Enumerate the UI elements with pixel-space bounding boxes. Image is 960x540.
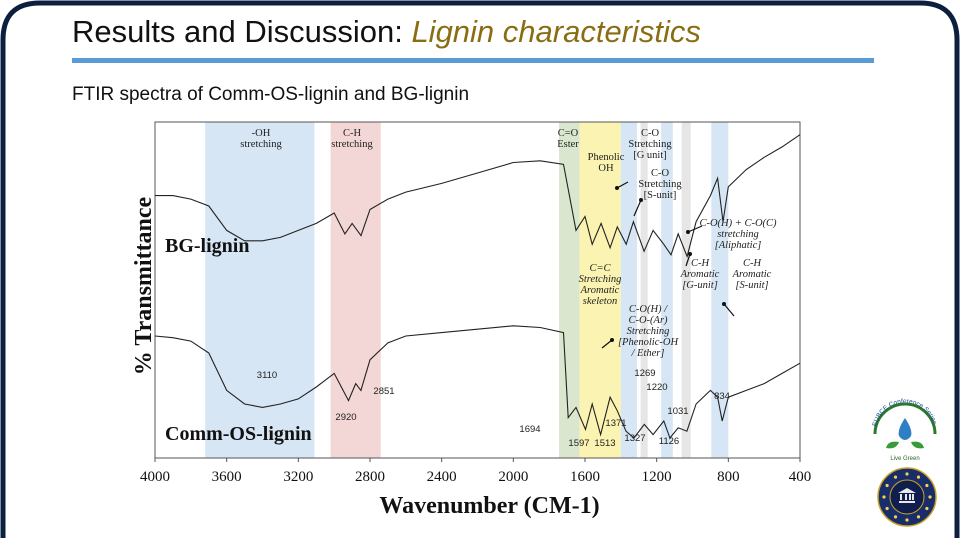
annotation-0: C=C Stretching Aromatic skeleton xyxy=(579,263,622,307)
seal-star-11 xyxy=(925,483,929,488)
plot-frame xyxy=(154,121,801,459)
x-tick-label: 800 xyxy=(717,469,740,485)
title-highlight: Lignin characteristics xyxy=(411,14,701,49)
band-label-2: C=O Ester xyxy=(557,128,579,150)
slide-title: Results and Discussion: Lignin character… xyxy=(72,14,701,50)
band-6 xyxy=(661,122,673,458)
seal-star-4 xyxy=(893,515,898,519)
arrow-head-5 xyxy=(610,338,614,342)
arrow-head-3 xyxy=(688,252,692,256)
x-tick-label: 2400 xyxy=(427,469,457,485)
peak-label-1327: 1327 xyxy=(624,433,645,444)
seal-star-9 xyxy=(905,472,909,476)
x-axis-label: Wavenumber (CM-1) xyxy=(379,493,599,519)
peak-label-1269: 1269 xyxy=(634,368,655,379)
x-tick-label: 4000 xyxy=(140,469,170,485)
peak-label-1694: 1694 xyxy=(519,424,540,435)
conference-logo-caption: Live Green xyxy=(890,456,919,462)
arrow-head-1 xyxy=(639,198,643,202)
seal-star-10 xyxy=(916,475,921,479)
building-icon xyxy=(898,488,916,503)
leaf-left-icon xyxy=(886,441,899,449)
band-label-0: -OH stretching xyxy=(240,128,282,150)
arrow-head-4 xyxy=(722,302,726,306)
conference-logo: EUBCE Conference Series Live Green xyxy=(872,398,939,462)
annotation-arrow-4 xyxy=(723,303,735,317)
conference-logo-arc xyxy=(873,402,937,435)
y-axis-label: % Transmittance xyxy=(131,196,157,375)
peak-label-2920: 2920 xyxy=(335,412,356,423)
annotation-arrow-0 xyxy=(616,181,629,189)
eu-seal-logo xyxy=(877,467,937,527)
band-label-5: C-O Stretching [S-unit] xyxy=(638,168,682,201)
arrow-head-2 xyxy=(686,230,690,234)
seal-star-2 xyxy=(916,515,921,519)
title-main: Results and Discussion: xyxy=(72,14,412,49)
band-5 xyxy=(640,122,648,458)
x-tick-label: 1200 xyxy=(642,469,672,485)
seal-star-8 xyxy=(893,475,898,479)
band-4 xyxy=(620,122,637,458)
band-label-1: C-H stretching xyxy=(331,128,373,150)
x-tick-label: 1600 xyxy=(570,469,600,485)
band-1 xyxy=(330,122,381,458)
slide-subtitle: FTIR spectra of Comm-OS-lignin and BG-li… xyxy=(72,84,470,105)
annotation-2: C-H Aromatic [G-unit] xyxy=(680,258,720,291)
seal-star-6 xyxy=(882,495,886,499)
band-layer xyxy=(205,122,729,458)
peak-label-1031: 1031 xyxy=(667,406,688,417)
annotation-3: C-H Aromatic [S-unit] xyxy=(732,258,772,291)
axes-layer: 4000 3600 3200 2800 2400 2000 1600 1200 800 400 Wa… xyxy=(131,121,812,519)
annotation-4: C-O(H) / C-O-(Ar) Stretching [Phenolic-OH / … xyxy=(618,304,679,359)
peak-label-1513: 1513 xyxy=(594,438,615,449)
band-8 xyxy=(711,122,729,458)
seal-star-7 xyxy=(885,483,889,488)
seal-star-1 xyxy=(925,506,929,511)
spectra-layer xyxy=(154,134,801,440)
peak-label-1220: 1220 xyxy=(646,382,667,393)
peak-label-1597: 1597 xyxy=(568,438,589,449)
band-0 xyxy=(205,122,315,458)
annotation-arrow-5 xyxy=(601,339,613,349)
title-underline xyxy=(72,58,874,63)
peak-label-1126: 1126 xyxy=(659,436,679,447)
annotation-1: C-O(H) + C-O(C) stretching [Aliphatic] xyxy=(699,218,777,251)
x-tick-label: 400 xyxy=(789,469,812,485)
leaf-right-icon xyxy=(911,441,924,449)
band-2 xyxy=(559,122,580,458)
band-label-4: C-O Stretching [G unit] xyxy=(628,128,672,161)
series-label-comm-os-lignin: Comm-OS-lignin xyxy=(165,423,312,445)
water-drop-icon xyxy=(898,418,912,440)
band-7 xyxy=(681,122,691,458)
x-tick-label: 3600 xyxy=(212,469,242,485)
x-tick-label: 2800 xyxy=(355,469,385,485)
x-tick-label: 3200 xyxy=(283,469,313,485)
peak-label-2851: 2851 xyxy=(373,386,394,397)
x-tick-label: 2000 xyxy=(498,469,528,485)
seal-star-5 xyxy=(885,506,889,511)
seal-stars xyxy=(882,472,932,522)
peak-label-1371: 1371 xyxy=(605,418,626,429)
annotation-arrow-2 xyxy=(687,225,703,233)
seal-star-3 xyxy=(905,518,909,522)
annotation-arrow-3 xyxy=(685,253,691,267)
series-label-bg-lignin: BG-lignin xyxy=(165,235,249,257)
peak-label-3110: 3110 xyxy=(257,370,277,381)
band-label-3: Phenolic OH xyxy=(588,152,625,174)
labels-layer: BG-lignin Comm-OS-lignin -OH stretching C-H s… xyxy=(165,128,777,449)
annotation-arrow-1 xyxy=(633,199,642,217)
arrow-head-0 xyxy=(615,186,619,190)
peak-label-834: 834 xyxy=(714,391,730,402)
series-bg-lignin xyxy=(155,134,801,259)
series-comm-os-lignin xyxy=(154,325,801,440)
seal-star-0 xyxy=(928,495,932,499)
band-3 xyxy=(579,122,621,458)
